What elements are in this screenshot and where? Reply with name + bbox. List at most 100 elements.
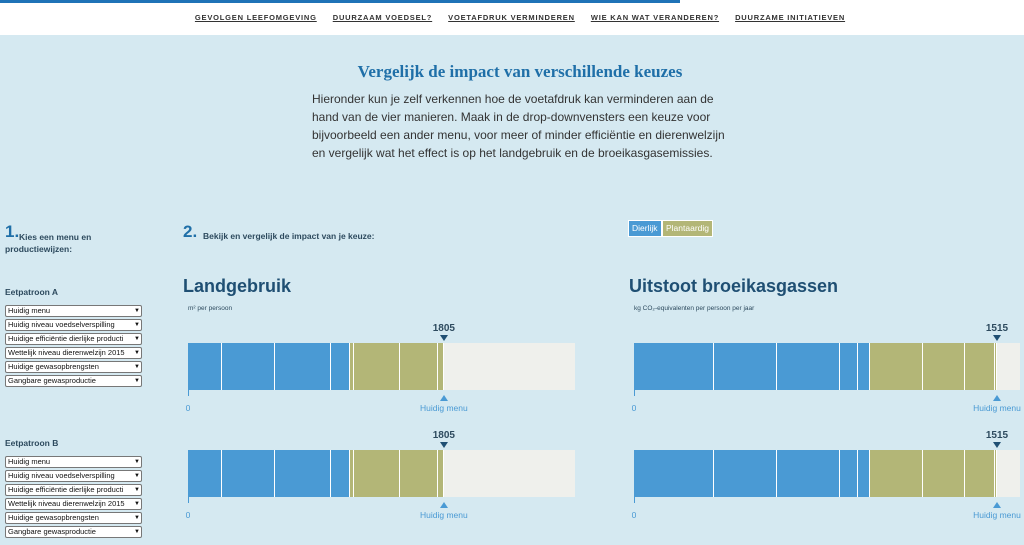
bar-segment <box>777 343 841 390</box>
step-number: 1. <box>5 222 20 241</box>
bar-segment <box>964 343 995 390</box>
nav-link[interactable]: DUURZAME INITIATIEVEN <box>735 13 846 22</box>
marker-label: Huidig menu <box>419 403 468 413</box>
legend-item[interactable]: Plantaardig <box>662 220 714 237</box>
bar-segment <box>858 343 870 390</box>
nav-link[interactable]: DUURZAAM VOEDSEL? <box>332 13 433 22</box>
bar-segment <box>222 450 276 497</box>
legend-item[interactable]: Dierlijk <box>628 220 662 237</box>
dropdown-value: Huidige efficiëntie dierlijke producti <box>8 334 124 343</box>
dropdown-arrow: ▼ <box>134 487 140 493</box>
total-marker <box>439 442 448 448</box>
tick-label: 0 <box>631 403 637 413</box>
bar-segment <box>840 343 859 390</box>
bar-segment <box>870 343 923 390</box>
dropdown[interactable]: Huidig menu ▼ <box>5 456 142 468</box>
nav-link[interactable]: WIE KAN WAT VERANDEREN? <box>590 13 720 22</box>
dropdown[interactable]: Huidig niveau voedselverspilling ▼ <box>5 470 142 482</box>
bar-segment <box>994 450 997 497</box>
dropdown-value: Huidig menu <box>8 457 51 466</box>
dropdown[interactable]: Huidige efficiëntie dierlijke producti ▼ <box>5 333 142 345</box>
bar-segment <box>331 450 351 497</box>
bar-segment <box>399 343 438 390</box>
dropdown[interactable]: Gangbare gewasproductie ▼ <box>5 375 142 387</box>
bar-segment <box>275 343 332 390</box>
marker-label: Huidig menu <box>973 510 1021 520</box>
dropdown-value: Wettelijk niveau dierenwelzijn 2015 <box>8 348 125 357</box>
reference-marker <box>992 395 1001 401</box>
axis-tick <box>634 497 635 503</box>
dropdown-arrow: ▼ <box>134 350 140 356</box>
bar-segment <box>399 450 438 497</box>
bar-segment <box>353 450 400 497</box>
dropdown-arrow: ▼ <box>134 364 140 370</box>
nav: GEVOLGEN LEEFOMGEVING DUURZAAM VOEDSEL? VO… <box>0 13 1024 22</box>
tick-label: 0 <box>185 403 191 413</box>
unit-label: m² per persoon <box>188 305 233 312</box>
dropdown-arrow: ▼ <box>134 459 140 465</box>
pattern-name: Eetpatroon B <box>5 438 59 448</box>
bar-segment <box>870 450 923 497</box>
nav-link[interactable]: GEVOLGEN LEEFOMGEVING <box>194 13 317 22</box>
progress-line <box>0 0 680 3</box>
bar-segment <box>437 450 444 497</box>
dropdown[interactable]: Wettelijk niveau dierenwelzijn 2015 ▼ <box>5 498 142 510</box>
dropdown-arrow: ▼ <box>134 473 140 479</box>
total-label: 1515 <box>985 430 1009 441</box>
axis-tick <box>634 390 635 396</box>
pattern-name: Eetpatroon A <box>5 287 59 297</box>
axis-tick <box>188 497 189 503</box>
dropdown-arrow: ▼ <box>134 501 140 507</box>
dropdown[interactable]: Huidig niveau voedselverspilling ▼ <box>5 319 142 331</box>
reference-marker <box>439 395 448 401</box>
dropdown[interactable]: Wettelijk niveau dierenwelzijn 2015 ▼ <box>5 347 142 359</box>
dropdown[interactable]: Gangbare gewasproductie ▼ <box>5 526 142 538</box>
bar-segment <box>777 450 841 497</box>
total-marker <box>439 335 448 341</box>
total-marker <box>992 335 1001 341</box>
bar-segment <box>222 343 276 390</box>
dropdown-value: Wettelijk niveau dierenwelzijn 2015 <box>8 499 125 508</box>
bar-segment <box>634 450 715 497</box>
dropdown-value: Gangbare gewasproductie <box>8 376 96 385</box>
dropdown[interactable]: Huidige gewasopbrengsten ▼ <box>5 512 142 524</box>
marker-label: Huidig menu <box>419 510 468 520</box>
bar-segment <box>188 450 223 497</box>
bar-segment <box>714 343 778 390</box>
bar-segment <box>331 343 351 390</box>
dropdown-value: Huidige gewasopbrengsten <box>8 513 99 522</box>
dropdown-arrow: ▼ <box>134 336 140 342</box>
nav-link[interactable]: VOETAFDRUK VERMINDEREN <box>448 13 575 22</box>
intro: Hieronder kun je zelf verkennen hoe de v… <box>312 92 725 160</box>
reference-marker <box>439 502 448 508</box>
total-label: 1805 <box>432 430 455 441</box>
bar-segment <box>353 343 400 390</box>
chart-title: Landgebruik <box>183 276 292 296</box>
dropdown-value: Huidig niveau voedselverspilling <box>8 471 115 480</box>
bar-segment <box>634 343 715 390</box>
total-label: 1515 <box>985 323 1009 334</box>
tick-label: 0 <box>185 510 191 520</box>
unit-label: kg CO₂-equivalenten per persoon per jaar <box>634 305 755 312</box>
dropdown[interactable]: Huidige gewasopbrengsten ▼ <box>5 361 142 373</box>
dropdown-value: Gangbare gewasproductie <box>8 527 96 536</box>
tick-label: 0 <box>631 510 637 520</box>
dropdown-arrow: ▼ <box>134 308 140 314</box>
bar-segment <box>840 450 859 497</box>
dropdown-arrow: ▼ <box>134 378 140 384</box>
chart-title: Uitstoot broeikasgassen <box>629 276 839 296</box>
dropdown-value: Huidige gewasopbrengsten <box>8 362 99 371</box>
dropdown[interactable]: Huidige efficiëntie dierlijke producti ▼ <box>5 484 142 496</box>
bar-segment <box>275 450 332 497</box>
dropdown-value: Huidig menu <box>8 306 51 315</box>
marker-label: Huidig menu <box>973 403 1021 413</box>
dropdown-arrow: ▼ <box>134 515 140 521</box>
top-bar <box>0 0 1024 35</box>
step-label: Bekijk en vergelijk de impact van je keu… <box>203 231 375 241</box>
bar-segment <box>964 450 995 497</box>
bar-segment <box>922 450 965 497</box>
dropdown-value: Huidig niveau voedselverspilling <box>8 320 115 329</box>
reference-marker <box>992 502 1001 508</box>
axis-tick <box>188 390 189 396</box>
dropdown[interactable]: Huidig menu ▼ <box>5 305 142 317</box>
